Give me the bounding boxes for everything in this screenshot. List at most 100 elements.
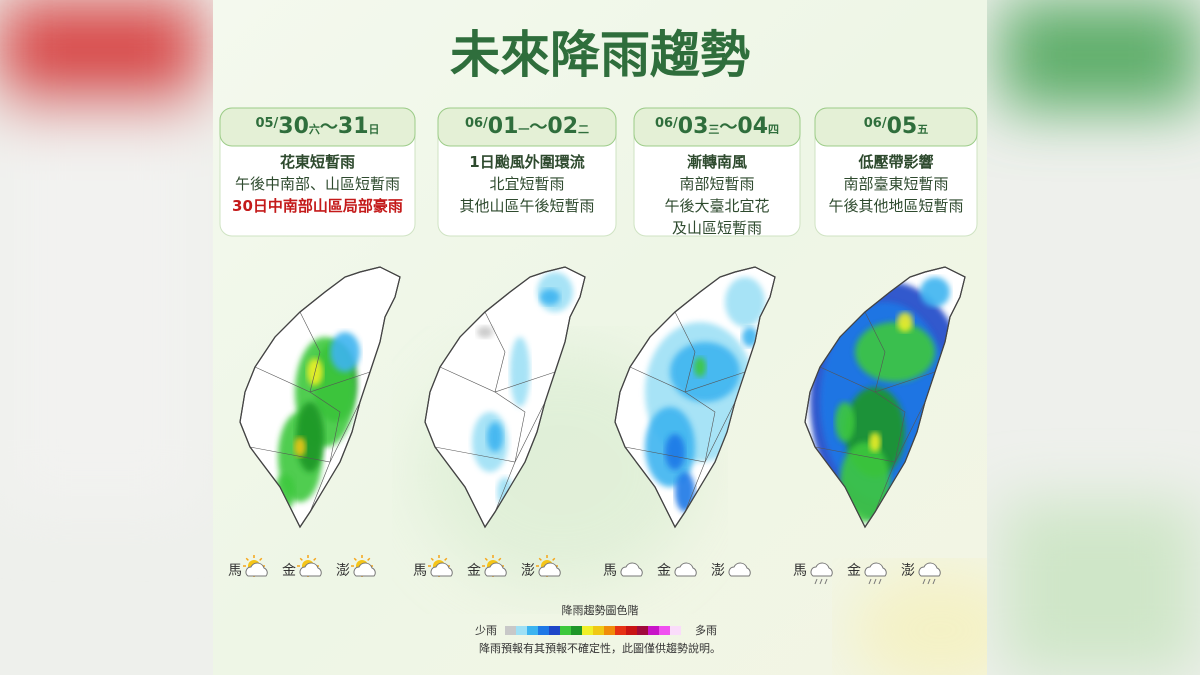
- date-month: 05/: [255, 116, 278, 131]
- date-month: 06/: [864, 116, 887, 131]
- island-name: 澎: [711, 563, 725, 579]
- cloud: [620, 562, 643, 577]
- legend-swatch: [549, 626, 560, 635]
- rain-blob: [920, 277, 950, 307]
- rain-drop: [819, 578, 823, 585]
- weather-icon: [674, 562, 697, 577]
- forecast-line: 北宜短暫雨: [489, 175, 564, 193]
- legend-swatch: [560, 626, 571, 635]
- island-outline: [804, 266, 966, 529]
- cloud: [674, 562, 697, 577]
- legend-swatch: [571, 626, 582, 635]
- legend-swatch: [604, 626, 615, 635]
- date-box: [814, 107, 978, 147]
- date: 06/03三～04四: [655, 114, 779, 139]
- cloud: [918, 562, 941, 577]
- rain-blob: [540, 289, 560, 305]
- island-name: 金: [847, 563, 861, 579]
- date-day: 01: [488, 114, 519, 139]
- legend-swatch: [527, 626, 538, 635]
- date-box: [437, 107, 617, 147]
- cloud: [484, 562, 507, 577]
- weather-icon: [351, 555, 376, 577]
- sun-ray: [367, 557, 371, 561]
- island-outline: [614, 266, 776, 529]
- legend-swatch: [648, 626, 659, 635]
- rain-blob: [296, 402, 324, 472]
- cloud: [245, 562, 268, 577]
- legend-swatch: [582, 626, 593, 635]
- sun-ray: [552, 557, 556, 561]
- legend-swatch: [593, 626, 604, 635]
- date: 05/30六～31日: [255, 114, 379, 139]
- cloud: [430, 562, 453, 577]
- legend-swatch: [670, 626, 681, 635]
- weather-icon: [728, 562, 751, 577]
- legend-high: 多雨: [695, 623, 717, 637]
- sun-ray: [498, 557, 502, 561]
- date-day2: 02: [547, 114, 578, 139]
- weather-icon: [810, 562, 833, 585]
- cloud: [538, 562, 561, 577]
- date-weekday: 一: [518, 123, 529, 136]
- forecast-line: 30日中南部山區局部豪雨: [232, 197, 403, 215]
- rain-blob: [477, 326, 493, 338]
- rain-blob: [742, 327, 758, 347]
- forecast-line: 1日颱風外圍環流: [469, 153, 584, 171]
- legend-swatch: [505, 626, 516, 635]
- date-sep: ～: [529, 117, 547, 138]
- rain-blob: [294, 437, 306, 457]
- weather-icon: [620, 562, 643, 577]
- island-name: 澎: [336, 563, 350, 579]
- county-lines: [864, 311, 906, 513]
- legend-swatch: [516, 626, 527, 635]
- date: 06/01一～02二: [465, 114, 589, 139]
- rain-blob: [869, 432, 881, 452]
- sun-ray: [353, 557, 357, 561]
- date-day: 30: [278, 114, 309, 139]
- date-weekday2: 二: [578, 123, 589, 136]
- island-name: 金: [657, 563, 671, 579]
- weather-icon: [482, 555, 507, 577]
- cloud: [864, 562, 887, 577]
- sun-ray: [313, 557, 317, 561]
- county-lines: [624, 401, 736, 463]
- footer-note: 降雨預報有其預報不確定性，此圖僅供趨勢說明。: [479, 641, 721, 655]
- taiwan-map: [614, 266, 776, 529]
- date-day2: 31: [338, 114, 369, 139]
- rain-blob: [835, 402, 855, 442]
- sun-ray: [444, 557, 448, 561]
- date: 06/05五: [864, 114, 928, 139]
- rain-areas: [275, 332, 360, 510]
- weather-icon: [864, 562, 887, 585]
- rain-drop: [927, 578, 931, 585]
- county-lines: [819, 366, 936, 393]
- island-name: 馬: [603, 563, 617, 579]
- rain-blob: [725, 277, 765, 327]
- rain-drop: [814, 578, 818, 585]
- forecast-line: 低壓帶影響: [857, 153, 933, 171]
- date-day: 03: [678, 114, 709, 139]
- sun-ray: [299, 557, 303, 561]
- forecast-line: 南部臺東短暫雨: [843, 175, 948, 193]
- date-weekday: 六: [309, 122, 320, 136]
- taiwan-map: [239, 266, 401, 529]
- rain-blob: [694, 357, 706, 377]
- sun-ray: [484, 557, 488, 561]
- county-lines: [254, 366, 371, 393]
- legend-swatch: [538, 626, 549, 635]
- weather-icon: [297, 555, 322, 577]
- legend-swatch: [637, 626, 648, 635]
- date-box: [633, 107, 801, 147]
- cloud: [810, 562, 833, 577]
- date-weekday: 五: [917, 123, 928, 136]
- island-name: 澎: [901, 563, 915, 579]
- cloud: [299, 562, 322, 577]
- rain-drop: [868, 578, 872, 585]
- date-weekday2: 日: [369, 123, 380, 136]
- island-name: 馬: [413, 563, 427, 579]
- forecast-line: 南部短暫雨: [679, 175, 754, 193]
